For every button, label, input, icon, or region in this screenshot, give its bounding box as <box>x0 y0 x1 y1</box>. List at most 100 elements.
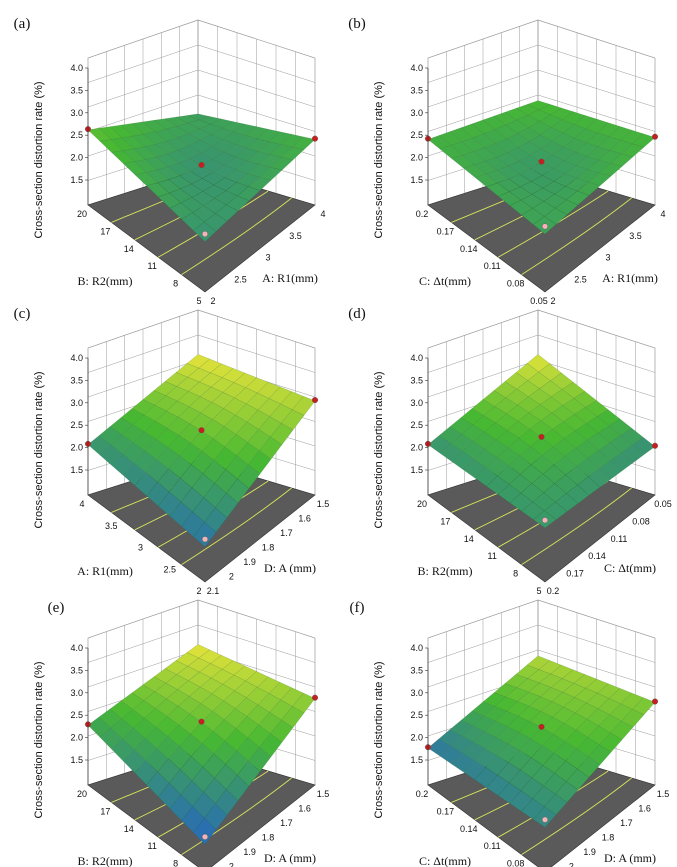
chart-panel-1: 1.5 2.0 2.5 3.0 3.5 4.0 Cross-section distorti… <box>14 16 326 306</box>
x-tick-label: 14 <box>464 534 474 544</box>
z-tick-label: 2.5 <box>410 710 423 720</box>
z-axis-title: Cross-section distortion rate (%) <box>33 81 45 238</box>
panel-label: (a) <box>14 16 31 32</box>
panel-label: (c) <box>14 306 31 322</box>
y-axis-title: A: R1(mm) <box>262 271 318 285</box>
contour-line <box>181 777 292 855</box>
z-tick-label: 1.5 <box>70 175 83 185</box>
y-tick-label: 2 <box>210 296 215 306</box>
y-tick-label: 1.7 <box>620 818 633 828</box>
x-tick-label: 0.17 <box>437 806 455 816</box>
z-axis-title: Cross-section distortion rate (%) <box>373 81 385 238</box>
design-point <box>538 158 545 165</box>
y-axis-title: D: A (mm) <box>604 851 656 865</box>
z-tick-label: 3.5 <box>410 375 423 385</box>
y-axis-title: D: A (mm) <box>264 561 316 575</box>
design-point <box>312 397 319 404</box>
x-tick-label: 17 <box>440 516 450 526</box>
x-tick-label: 0.08 <box>507 279 525 289</box>
z-axis-title: Cross-section distortion rate (%) <box>373 661 385 818</box>
y-tick-label: 1.6 <box>638 804 651 814</box>
z-tick-label: 2.0 <box>70 733 83 743</box>
z-tick-label: 3.0 <box>410 108 423 118</box>
design-point <box>538 433 545 440</box>
y-tick-label: 1.8 <box>602 833 615 843</box>
y-tick-label: 1.9 <box>243 557 256 567</box>
y-tick-label: 3 <box>265 253 270 263</box>
z-tick-label: 4.0 <box>410 353 423 363</box>
x-tick-label: 3 <box>138 543 143 553</box>
x-tick-label: 0.11 <box>484 261 501 271</box>
y-tick-label: 2 <box>229 572 234 582</box>
wall-gridline <box>87 69 316 108</box>
surface-patch <box>87 435 111 456</box>
design-point <box>652 442 659 449</box>
z-tick-label: 4.0 <box>410 643 423 653</box>
x-tick-label: 0.08 <box>507 859 525 867</box>
chart-panel-4: 1.5 2.0 2.5 3.0 3.5 4.0 Cross-section distorti… <box>348 306 672 596</box>
y-tick-label: 0.17 <box>566 569 584 579</box>
design-point <box>541 517 548 524</box>
z-tick-label: 2.0 <box>70 153 83 163</box>
panel-label: (d) <box>348 306 366 322</box>
design-point <box>201 833 208 840</box>
x-axis-title: B: R2(mm) <box>417 564 472 578</box>
y-tick-label: 4 <box>320 209 325 219</box>
z-tick-label: 1.5 <box>410 755 423 765</box>
y-tick-label: 1.8 <box>262 543 275 553</box>
x-tick-label: 11 <box>488 551 497 561</box>
x-tick-label: 20 <box>77 789 87 799</box>
z-tick-label: 4.0 <box>70 63 83 73</box>
x-tick-label: 0.14 <box>460 244 478 254</box>
z-tick-label: 2.0 <box>70 443 83 453</box>
contour-line <box>521 777 632 855</box>
y-tick-label: 2.5 <box>574 274 587 284</box>
x-tick-label: 8 <box>173 279 178 289</box>
x-tick-label: 0.14 <box>460 824 478 834</box>
z-tick-label: 4.0 <box>70 353 83 363</box>
x-tick-label: 0.2 <box>416 209 429 219</box>
z-tick-label: 4.0 <box>70 643 83 653</box>
panel-label: (b) <box>348 16 366 32</box>
z-tick-label: 3.5 <box>70 665 83 675</box>
contour-line <box>181 487 292 565</box>
x-axis-title: A: R1(mm) <box>77 564 133 578</box>
y-tick-label: 1.9 <box>583 847 596 857</box>
z-tick-label: 3.0 <box>70 108 83 118</box>
z-tick-label: 1.5 <box>410 175 423 185</box>
y-tick-label: 2 <box>550 296 555 306</box>
z-tick-label: 2.0 <box>410 153 423 163</box>
y-tick-label: 2.5 <box>234 274 247 284</box>
y-tick-label: 3 <box>605 253 610 263</box>
y-axis-title: D: A (mm) <box>264 851 316 865</box>
x-tick-label: 8 <box>513 569 518 579</box>
surface-patch <box>427 435 451 454</box>
x-tick-label: 4 <box>79 499 84 509</box>
x-tick-label: 8 <box>173 859 178 867</box>
y-tick-label: 1.5 <box>657 789 670 799</box>
z-tick-label: 1.5 <box>70 465 83 475</box>
y-tick-label: 2.1 <box>207 586 220 596</box>
y-tick-label: 4 <box>660 209 665 219</box>
chart-panel-3: 1.5 2.0 2.5 3.0 3.5 4.0 Cross-section distorti… <box>14 306 330 596</box>
contour-line <box>521 487 632 565</box>
wall-gridline <box>87 334 316 373</box>
wall-gridline <box>427 44 656 83</box>
z-tick-label: 3.0 <box>70 688 83 698</box>
contour-line <box>181 197 292 275</box>
y-tick-label: 1.5 <box>317 499 330 509</box>
y-tick-label: 0.05 <box>654 499 672 509</box>
z-tick-label: 3.5 <box>410 665 423 675</box>
z-tick-label: 2.5 <box>70 710 83 720</box>
surface-patch <box>87 128 111 142</box>
x-tick-label: 11 <box>148 261 157 271</box>
design-point <box>198 718 205 725</box>
x-tick-label: 2.5 <box>163 564 176 574</box>
x-tick-label: 5 <box>196 296 201 306</box>
z-tick-label: 3.5 <box>410 85 423 95</box>
x-tick-label: 0.05 <box>530 296 548 306</box>
x-tick-label: 3.5 <box>105 521 118 531</box>
contour-line <box>497 190 609 258</box>
design-point <box>198 427 205 434</box>
